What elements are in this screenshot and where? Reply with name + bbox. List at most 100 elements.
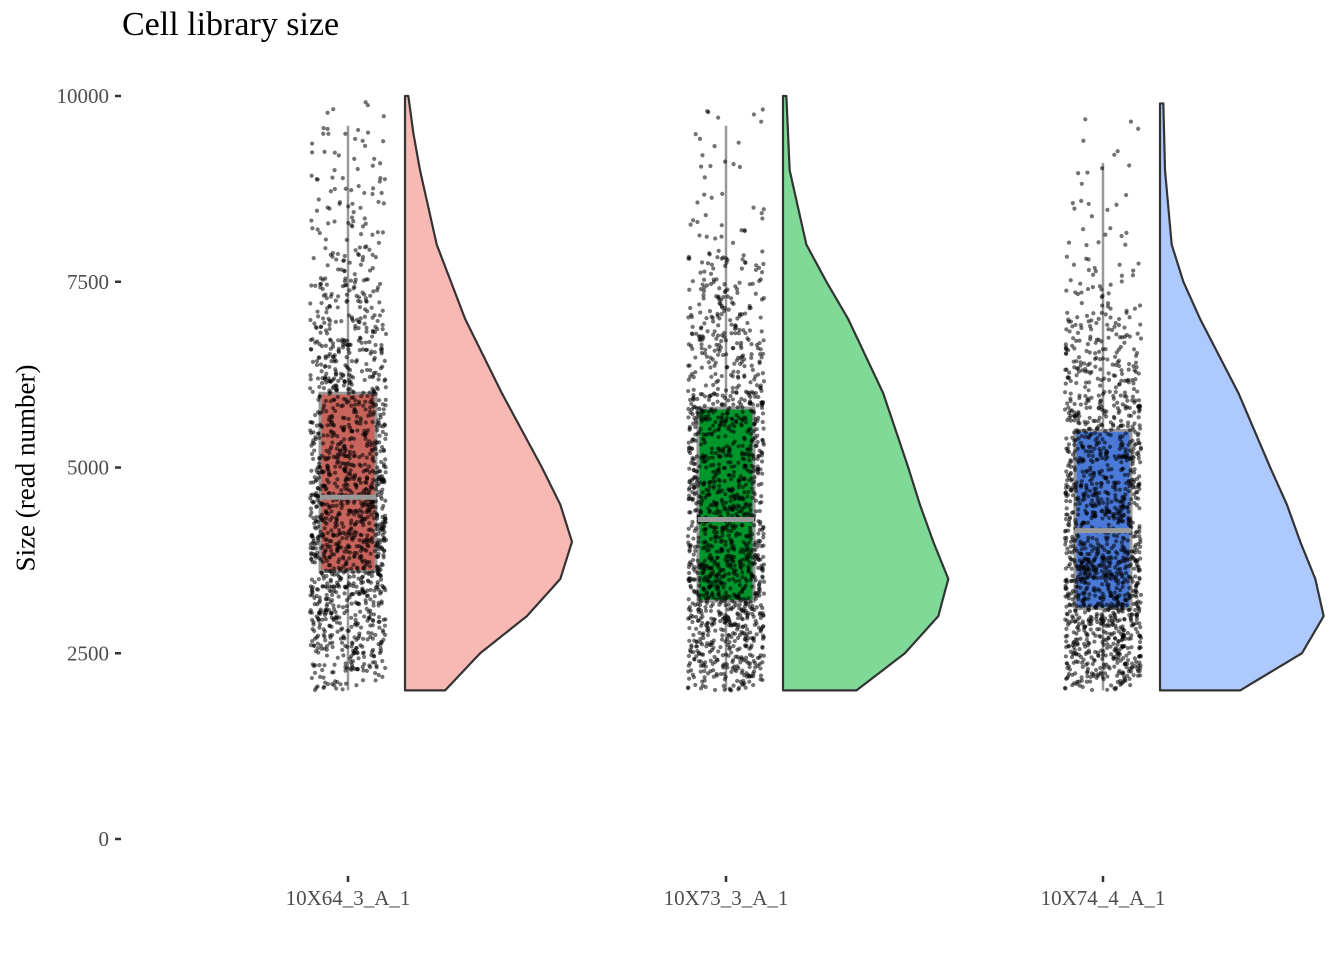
data-point — [1089, 562, 1094, 568]
data-point — [705, 633, 711, 638]
data-point — [715, 534, 720, 540]
data-point — [1073, 502, 1078, 507]
data-point — [322, 149, 327, 154]
data-point — [1124, 603, 1129, 608]
data-point — [731, 473, 736, 479]
data-point — [374, 451, 379, 457]
data-point — [1130, 485, 1135, 490]
data-point — [356, 477, 362, 483]
data-point — [1123, 486, 1128, 492]
data-point — [1097, 633, 1102, 639]
data-point — [727, 594, 732, 599]
data-point — [739, 423, 744, 428]
data-point — [339, 640, 345, 645]
data-point — [1084, 567, 1090, 572]
data-point — [1127, 163, 1132, 168]
data-point — [1114, 202, 1119, 207]
data-point — [732, 631, 738, 636]
data-point — [1063, 654, 1068, 659]
data-point — [330, 175, 335, 180]
data-point — [355, 251, 361, 257]
data-point — [320, 543, 325, 549]
data-point — [315, 309, 320, 314]
data-point — [353, 277, 358, 282]
data-point — [729, 650, 734, 655]
data-point — [701, 593, 706, 598]
data-point — [1137, 474, 1142, 479]
data-point — [1118, 514, 1123, 519]
data-point — [335, 394, 340, 400]
data-point — [380, 429, 385, 435]
data-point — [1138, 654, 1143, 659]
data-point — [1112, 664, 1117, 669]
data-point — [709, 314, 714, 319]
data-point — [320, 316, 326, 321]
data-point — [746, 566, 751, 571]
data-point — [1065, 478, 1070, 483]
data-point — [360, 587, 365, 593]
data-point — [721, 671, 727, 677]
data-point — [1105, 207, 1110, 212]
data-point — [709, 450, 714, 455]
data-point — [378, 347, 383, 352]
density-half-violin — [1158, 102, 1325, 692]
data-point — [740, 456, 745, 461]
data-point — [1118, 393, 1123, 398]
data-point — [368, 368, 373, 373]
data-point — [723, 526, 728, 531]
data-point — [1137, 550, 1142, 555]
data-point — [367, 409, 373, 414]
data-point — [1132, 492, 1137, 497]
data-point — [705, 329, 710, 334]
data-point — [362, 143, 368, 148]
data-point — [1091, 672, 1096, 677]
data-point — [735, 654, 740, 659]
data-point — [1065, 401, 1070, 406]
data-point — [716, 294, 721, 299]
data-point — [335, 546, 340, 552]
data-point — [748, 661, 753, 666]
data-point — [1131, 534, 1136, 539]
data-point — [753, 443, 758, 449]
data-point — [373, 370, 378, 375]
data-point — [1105, 642, 1110, 647]
data-point — [1063, 676, 1069, 681]
data-point — [1122, 550, 1127, 555]
data-point — [755, 469, 760, 475]
data-point — [737, 582, 742, 588]
data-point — [697, 596, 702, 601]
data-point — [334, 533, 340, 538]
data-point — [314, 635, 319, 640]
data-point — [349, 395, 354, 400]
data-point — [702, 394, 708, 399]
data-point — [687, 478, 692, 483]
data-point — [349, 315, 355, 320]
data-point — [722, 159, 728, 164]
data-point — [699, 346, 704, 351]
data-point — [747, 679, 752, 684]
data-point — [750, 367, 755, 372]
data-point — [715, 313, 720, 319]
data-point — [345, 342, 351, 348]
data-point — [1122, 340, 1127, 345]
data-point — [347, 377, 352, 383]
data-point — [729, 322, 734, 327]
data-point — [727, 571, 732, 576]
data-point — [313, 283, 318, 288]
data-point — [746, 453, 751, 458]
data-point — [349, 382, 354, 387]
data-point — [1081, 138, 1086, 143]
data-point — [383, 403, 388, 408]
data-point — [332, 408, 338, 414]
data-point — [757, 278, 762, 284]
data-point — [749, 571, 754, 576]
data-point — [316, 577, 321, 582]
data-point — [730, 240, 736, 245]
data-point — [1119, 273, 1124, 278]
data-point — [1106, 291, 1111, 296]
data-point — [723, 263, 728, 269]
data-point — [316, 431, 321, 436]
data-point — [319, 324, 324, 329]
data-point — [1089, 498, 1095, 503]
